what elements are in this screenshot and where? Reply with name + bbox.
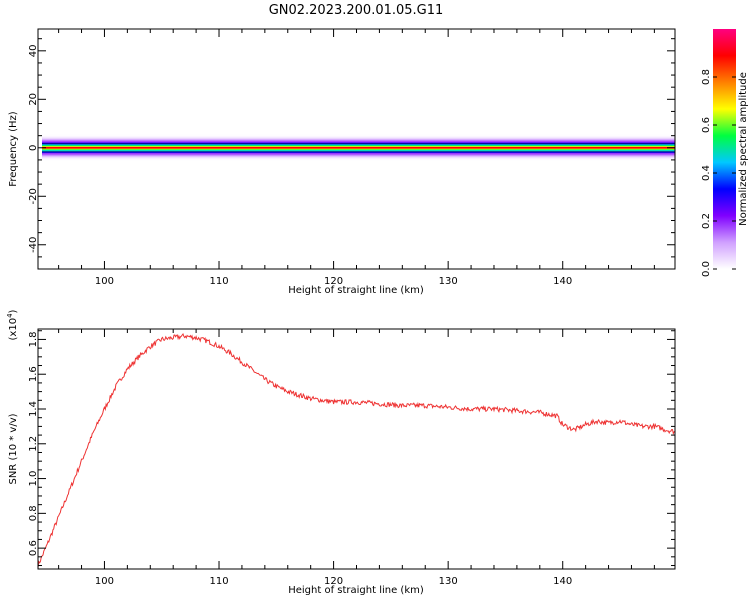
colorbar-tick-label: 0.4 xyxy=(701,165,712,181)
y-tick-label: 1.2 xyxy=(28,436,39,452)
x-tick-label: 140 xyxy=(553,276,572,287)
colorbar-label: Normalized spectral amplitude xyxy=(738,72,749,226)
snr-y-axis-label: SNR (10 * v/v) xyxy=(8,413,19,484)
y-tick-label: 40 xyxy=(28,44,39,57)
y-tick-label: 0.6 xyxy=(28,540,39,556)
colorbar: 0.0 0.2 0.4 0.6 0.8 Normalized spectral ampl… xyxy=(701,29,749,277)
y-tick-label: -20 xyxy=(28,188,39,204)
snr-x-ticks: 100 110 120 130 140 xyxy=(58,329,655,587)
snr-panel: 100 110 120 130 140 0.6 0.8 1.0 1.2 1.4 1.6 1.8 He… xyxy=(6,309,676,596)
y-tick-label: 1.4 xyxy=(28,401,39,417)
y-tick-label: 0.8 xyxy=(28,505,39,521)
colorbar-tick-label: 0.8 xyxy=(701,69,712,85)
y-tick-label: 1.6 xyxy=(28,366,39,382)
x-tick-label: 110 xyxy=(209,576,228,587)
spectrogram-y-axis-label: Frequency (Hz) xyxy=(8,111,19,187)
y-tick-label: 1.0 xyxy=(28,471,39,487)
colorbar-tick-label: 0.0 xyxy=(701,261,712,277)
spectral-band-layer xyxy=(42,146,675,149)
y-tick-label: 20 xyxy=(28,93,39,106)
spectrogram-x-axis-label: Height of straight line (km) xyxy=(288,285,424,296)
y-tick-label: 1.8 xyxy=(28,331,39,347)
snr-y-multiplier: (x104) xyxy=(6,309,19,340)
chart-title: GN02.2023.200.01.05.G11 xyxy=(269,3,444,18)
snr-series-line xyxy=(37,332,676,569)
colorbar-tick-label: 0.6 xyxy=(701,117,712,133)
x-tick-label: 130 xyxy=(439,276,458,287)
x-tick-label: 100 xyxy=(95,576,114,587)
colorbar-ticks: 0.0 0.2 0.4 0.6 0.8 xyxy=(701,69,736,277)
spectrogram-y-ticks: -40 -20 0 20 40 xyxy=(28,38,675,270)
y-tick-label: -40 xyxy=(28,237,39,253)
x-tick-label: 140 xyxy=(553,576,572,587)
x-tick-label: 120 xyxy=(324,276,343,287)
snr-x-axis-label: Height of straight line (km) xyxy=(288,585,424,596)
snr-y-ticks: 0.6 0.8 1.0 1.2 1.4 1.6 1.8 xyxy=(28,330,675,567)
x-tick-label: 120 xyxy=(324,576,343,587)
y-tick-label: 0 xyxy=(28,145,39,151)
spectrogram-panel: 100 110 120 130 140 -40 -20 0 20 40 Height of st… xyxy=(8,28,676,296)
colorbar-tick-label: 0.2 xyxy=(701,213,712,229)
x-tick-label: 110 xyxy=(209,276,228,287)
x-tick-label: 130 xyxy=(439,576,458,587)
spectral-band xyxy=(42,137,675,158)
spectrogram-x-ticks: 100 110 120 130 140 xyxy=(58,29,655,287)
x-tick-label: 100 xyxy=(95,276,114,287)
colorbar-bar xyxy=(713,29,736,269)
